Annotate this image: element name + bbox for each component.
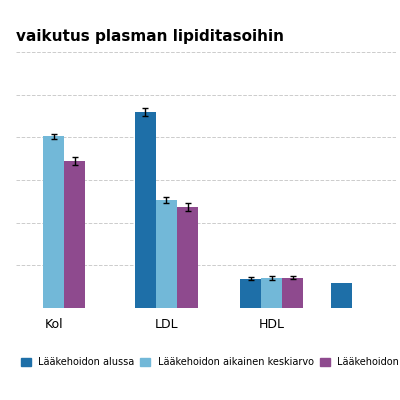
Bar [240,278,261,308]
Bar [43,136,64,308]
Bar [156,200,177,308]
Bar [282,278,304,308]
Legend: Lääkehoidon alussa, Lääkehoidon aikainen keskiarvo, Lääkehoidon lopussa: Lääkehoidon alussa, Lääkehoidon aikainen… [21,357,400,367]
Bar [261,278,282,308]
Bar [330,284,352,308]
Bar [64,161,85,308]
Bar [135,112,156,308]
Bar [177,207,198,308]
Text: vaikutus plasman lipiditasoihin: vaikutus plasman lipiditasoihin [16,29,284,44]
